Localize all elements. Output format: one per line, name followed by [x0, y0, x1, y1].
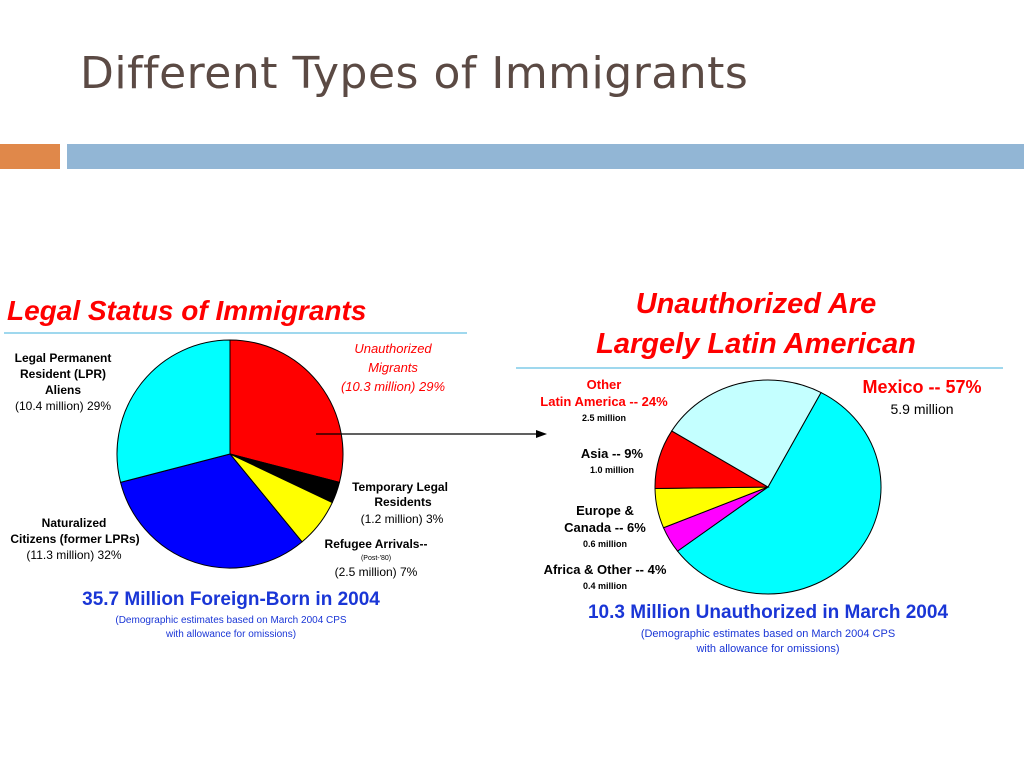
chart-note: (Demographic estimates based on March 20… — [641, 628, 895, 640]
pie-slice-mexico-57 — [676, 391, 882, 595]
label-value: (2.5 million) 7% — [335, 565, 418, 579]
label-line: Legal Permanent — [15, 351, 112, 365]
pie-slice-unauthorized-migrants — [229, 339, 344, 483]
pie-slice-legal-permanent-resident-lpr-aliens — [116, 339, 231, 483]
label-line: Africa & Other -- 4% — [544, 562, 667, 577]
label-line: Unauthorized — [354, 341, 432, 356]
label-asia: Asia -- 9% 1.0 million — [581, 446, 644, 475]
label-mexico: Mexico -- 57% — [862, 377, 981, 397]
label-line: Canada -- 6% — [564, 520, 646, 535]
label-line: Asia -- 9% — [581, 446, 644, 461]
chart-subtitle: 10.3 Million Unauthorized in March 2004 — [588, 602, 948, 623]
label-value: 0.4 million — [583, 581, 627, 591]
chart-title-line: Largely Latin American — [596, 328, 916, 360]
unauthorized-origin-chart: Unauthorized Are Largely Latin American … — [516, 288, 1003, 655]
chart-title-line: Unauthorized Are — [636, 288, 877, 320]
pie-legal-status — [116, 339, 344, 569]
label-naturalized: Naturalized Citizens (former LPRs) (11.3… — [10, 516, 139, 562]
label-value: 0.6 million — [583, 539, 627, 549]
pie-slice-other-latin-america-24 — [671, 379, 822, 488]
label-temporary: Temporary Legal Residents (1.2 million) … — [352, 480, 448, 526]
label-line: Naturalized — [42, 516, 107, 530]
label-lpr: Legal Permanent Resident (LPR) Aliens (1… — [15, 351, 112, 413]
chart-note: with allowance for omissions) — [165, 629, 296, 640]
chart-title: Legal Status of Immigrants — [7, 295, 366, 326]
connector-arrow — [316, 430, 547, 438]
label-line: Migrants — [368, 360, 418, 375]
label-line: Refugee Arrivals-- — [325, 537, 428, 551]
label-unauthorized: Unauthorized Migrants (10.3 million) 29% — [341, 341, 445, 394]
pie-unauthorized-origin — [654, 379, 882, 595]
label-line: Europe & — [576, 503, 634, 518]
label-other-latin-america: Other Latin America -- 24% 2.5 million — [540, 377, 668, 423]
pie-slice-naturalized-citizens-former-lprs — [119, 453, 303, 569]
chart-note: (Demographic estimates based on March 20… — [115, 615, 347, 626]
label-europe-canada: Europe & Canada -- 6% 0.6 million — [564, 503, 646, 549]
label-value: (10.4 million) 29% — [15, 399, 111, 413]
label-line: Latin America -- 24% — [540, 394, 668, 409]
label-value: 1.0 million — [590, 465, 634, 475]
label-line: Other — [587, 377, 622, 392]
label-line: Aliens — [45, 383, 81, 397]
label-value: (1.2 million) 3% — [361, 512, 444, 526]
label-line: Resident (LPR) — [20, 367, 106, 381]
label-line: Citizens (former LPRs) — [10, 532, 139, 546]
label-value: 2.5 million — [582, 413, 626, 423]
accent-bar-blue — [67, 144, 1024, 169]
chart-note: with allowance for omissions) — [695, 643, 839, 655]
label-refugee: Refugee Arrivals-- (Post-'80) (2.5 milli… — [325, 537, 428, 579]
label-africa-other: Africa & Other -- 4% 0.4 million — [544, 562, 667, 591]
label-line: Temporary Legal — [352, 480, 448, 494]
accent-bar-orange — [0, 144, 60, 169]
chart-subtitle: 35.7 Million Foreign-Born in 2004 — [82, 589, 380, 610]
label-small: (Post-'80) — [361, 555, 391, 562]
slide-title: Different Types of Immigrants — [80, 48, 749, 99]
label-mexico-value: 5.9 million — [890, 401, 953, 417]
label-line: Residents — [374, 495, 432, 509]
label-value: (10.3 million) 29% — [341, 379, 445, 394]
legal-status-chart: Legal Status of Immigrants Legal Permane… — [4, 295, 467, 640]
label-value: (11.3 million) 32% — [26, 548, 121, 562]
